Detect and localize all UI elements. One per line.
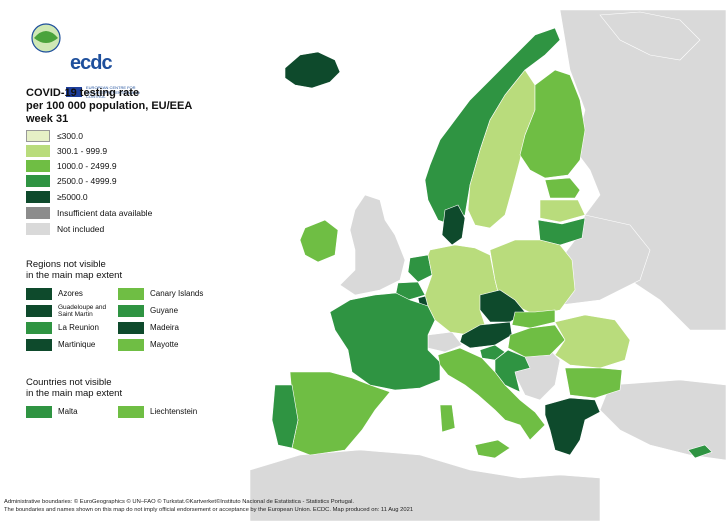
legend-swatch [26, 223, 50, 235]
turkey [599, 379, 726, 461]
country-greece [544, 397, 601, 456]
country-netherlands [407, 254, 433, 283]
legend-label: 300.1 - 999.9 [57, 146, 108, 156]
country-swatch [118, 406, 144, 418]
region-swatch [118, 305, 144, 317]
country-sweden [467, 69, 536, 229]
country-latvia [539, 199, 586, 223]
country-bulgaria [564, 367, 623, 399]
map-title: COVID-19 testing rate per 100 000 popula… [26, 87, 226, 126]
countries-title-line2: in the main map extent [26, 388, 123, 399]
legend-label: ≥5000.0 [57, 192, 88, 202]
region-swatch [118, 322, 144, 334]
ecdc-logo-wordmark: ecdc [70, 52, 113, 74]
legend-item: 1000.0 - 2499.9 [26, 160, 117, 172]
region-label: Martinique [58, 339, 96, 349]
country-sicily [474, 439, 511, 459]
region-label: Azores [58, 288, 83, 298]
not-included-land [249, 9, 726, 521]
country-sardinia [439, 404, 456, 433]
region-item: La Reunion [26, 322, 99, 334]
legend-item: Insufficient data available [26, 207, 152, 219]
country-swatch [26, 406, 52, 418]
country-cyprus [687, 444, 713, 459]
country-label: Malta [58, 406, 78, 416]
countries-section-title: Countries not visible in the main map ex… [26, 377, 196, 399]
region-swatch [26, 339, 52, 351]
countries-title-line1: Countries not visible [26, 377, 112, 388]
region-item: Madeira [118, 322, 179, 334]
country-item: Malta [26, 406, 78, 418]
region-item: Azores [26, 288, 83, 300]
country-estonia [544, 177, 581, 199]
legend-item: ≥5000.0 [26, 191, 88, 203]
footer-line2: The boundaries and names shown on this m… [4, 506, 414, 513]
ecdc-globe-icon [31, 23, 61, 53]
legend-swatch [26, 175, 50, 187]
svalbard-russia-north [599, 11, 701, 61]
north-africa [249, 449, 601, 521]
country-austria [459, 321, 513, 349]
country-romania [554, 314, 631, 369]
region-swatch [26, 288, 52, 300]
ecdc-logo-subtitle: EUROPEAN CENTRE FOR DISEASE PREVENTION A… [86, 85, 140, 99]
region-swatch [26, 305, 52, 317]
region-swatch [118, 339, 144, 351]
region-item: Guyane [118, 305, 178, 317]
region-label: Guyane [150, 305, 179, 315]
legend-item: 300.1 - 999.9 [26, 145, 107, 157]
region-item: Canary Islands [118, 288, 203, 300]
legend-item: ≤300.0 [26, 130, 83, 142]
region-swatch [26, 322, 52, 334]
legend-label: Not included [57, 224, 105, 234]
map-title-line3: week 31 [26, 113, 69, 125]
legend-swatch [26, 130, 50, 142]
regions-title-line1: Regions not visible [26, 259, 106, 270]
country-label: Liechtenstein [150, 406, 198, 416]
map-title-line2: per 100 000 population, EU/EEA [26, 100, 193, 112]
legend-swatch [26, 160, 50, 172]
legend-item: 2500.0 - 4999.9 [26, 175, 117, 187]
region-label: Canary Islands [150, 288, 204, 298]
country-denmark [441, 204, 466, 246]
legend-label: 2500.0 - 4999.9 [57, 176, 117, 186]
country-portugal [271, 384, 299, 449]
country-item: Liechtenstein [118, 406, 197, 418]
legend-label: ≤300.0 [57, 131, 83, 141]
region-label: Madeira [150, 322, 179, 332]
legend-swatch [26, 207, 50, 219]
legend-swatch [26, 191, 50, 203]
country-slovakia [511, 309, 556, 329]
region-label: Guadeloupe and Saint Martin [58, 304, 107, 318]
regions-title-line2: in the main map extent [26, 270, 123, 281]
regions-section-title: Regions not visible in the main map exte… [26, 259, 196, 281]
map-footer: Administrative boundaries: © EuroGeograp… [4, 499, 413, 514]
country-finland [519, 69, 586, 179]
legend-item: Not included [26, 223, 104, 235]
footer-line1: Administrative boundaries: © EuroGeograp… [4, 499, 354, 505]
region-item: Mayotte [118, 339, 178, 351]
region-label: La Reunion [58, 322, 99, 332]
country-iceland [284, 51, 341, 89]
country-hungary [507, 324, 566, 358]
country-germany [424, 244, 501, 336]
country-france [329, 292, 441, 391]
region-swatch [118, 288, 144, 300]
country-ireland [299, 219, 339, 263]
country-italy [437, 347, 546, 441]
eu-flag-icon [66, 87, 82, 97]
map-title-line1: COVID-19 testing rate [26, 87, 140, 99]
ecdc-logo: ecdc EUROPEAN CENTRE FOR DISEASE PREVENT… [26, 20, 140, 99]
region-item: Martinique [26, 339, 95, 351]
country-belgium [395, 281, 426, 301]
eu-eea-countries [271, 27, 713, 459]
legend-label: Insufficient data available [57, 208, 153, 218]
region-label: Mayotte [150, 339, 179, 349]
legend-swatch [26, 145, 50, 157]
uk-great-britain [339, 194, 406, 296]
legend-label: 1000.0 - 2499.9 [57, 161, 117, 171]
region-item: Guadeloupe and Saint Martin [26, 304, 118, 318]
